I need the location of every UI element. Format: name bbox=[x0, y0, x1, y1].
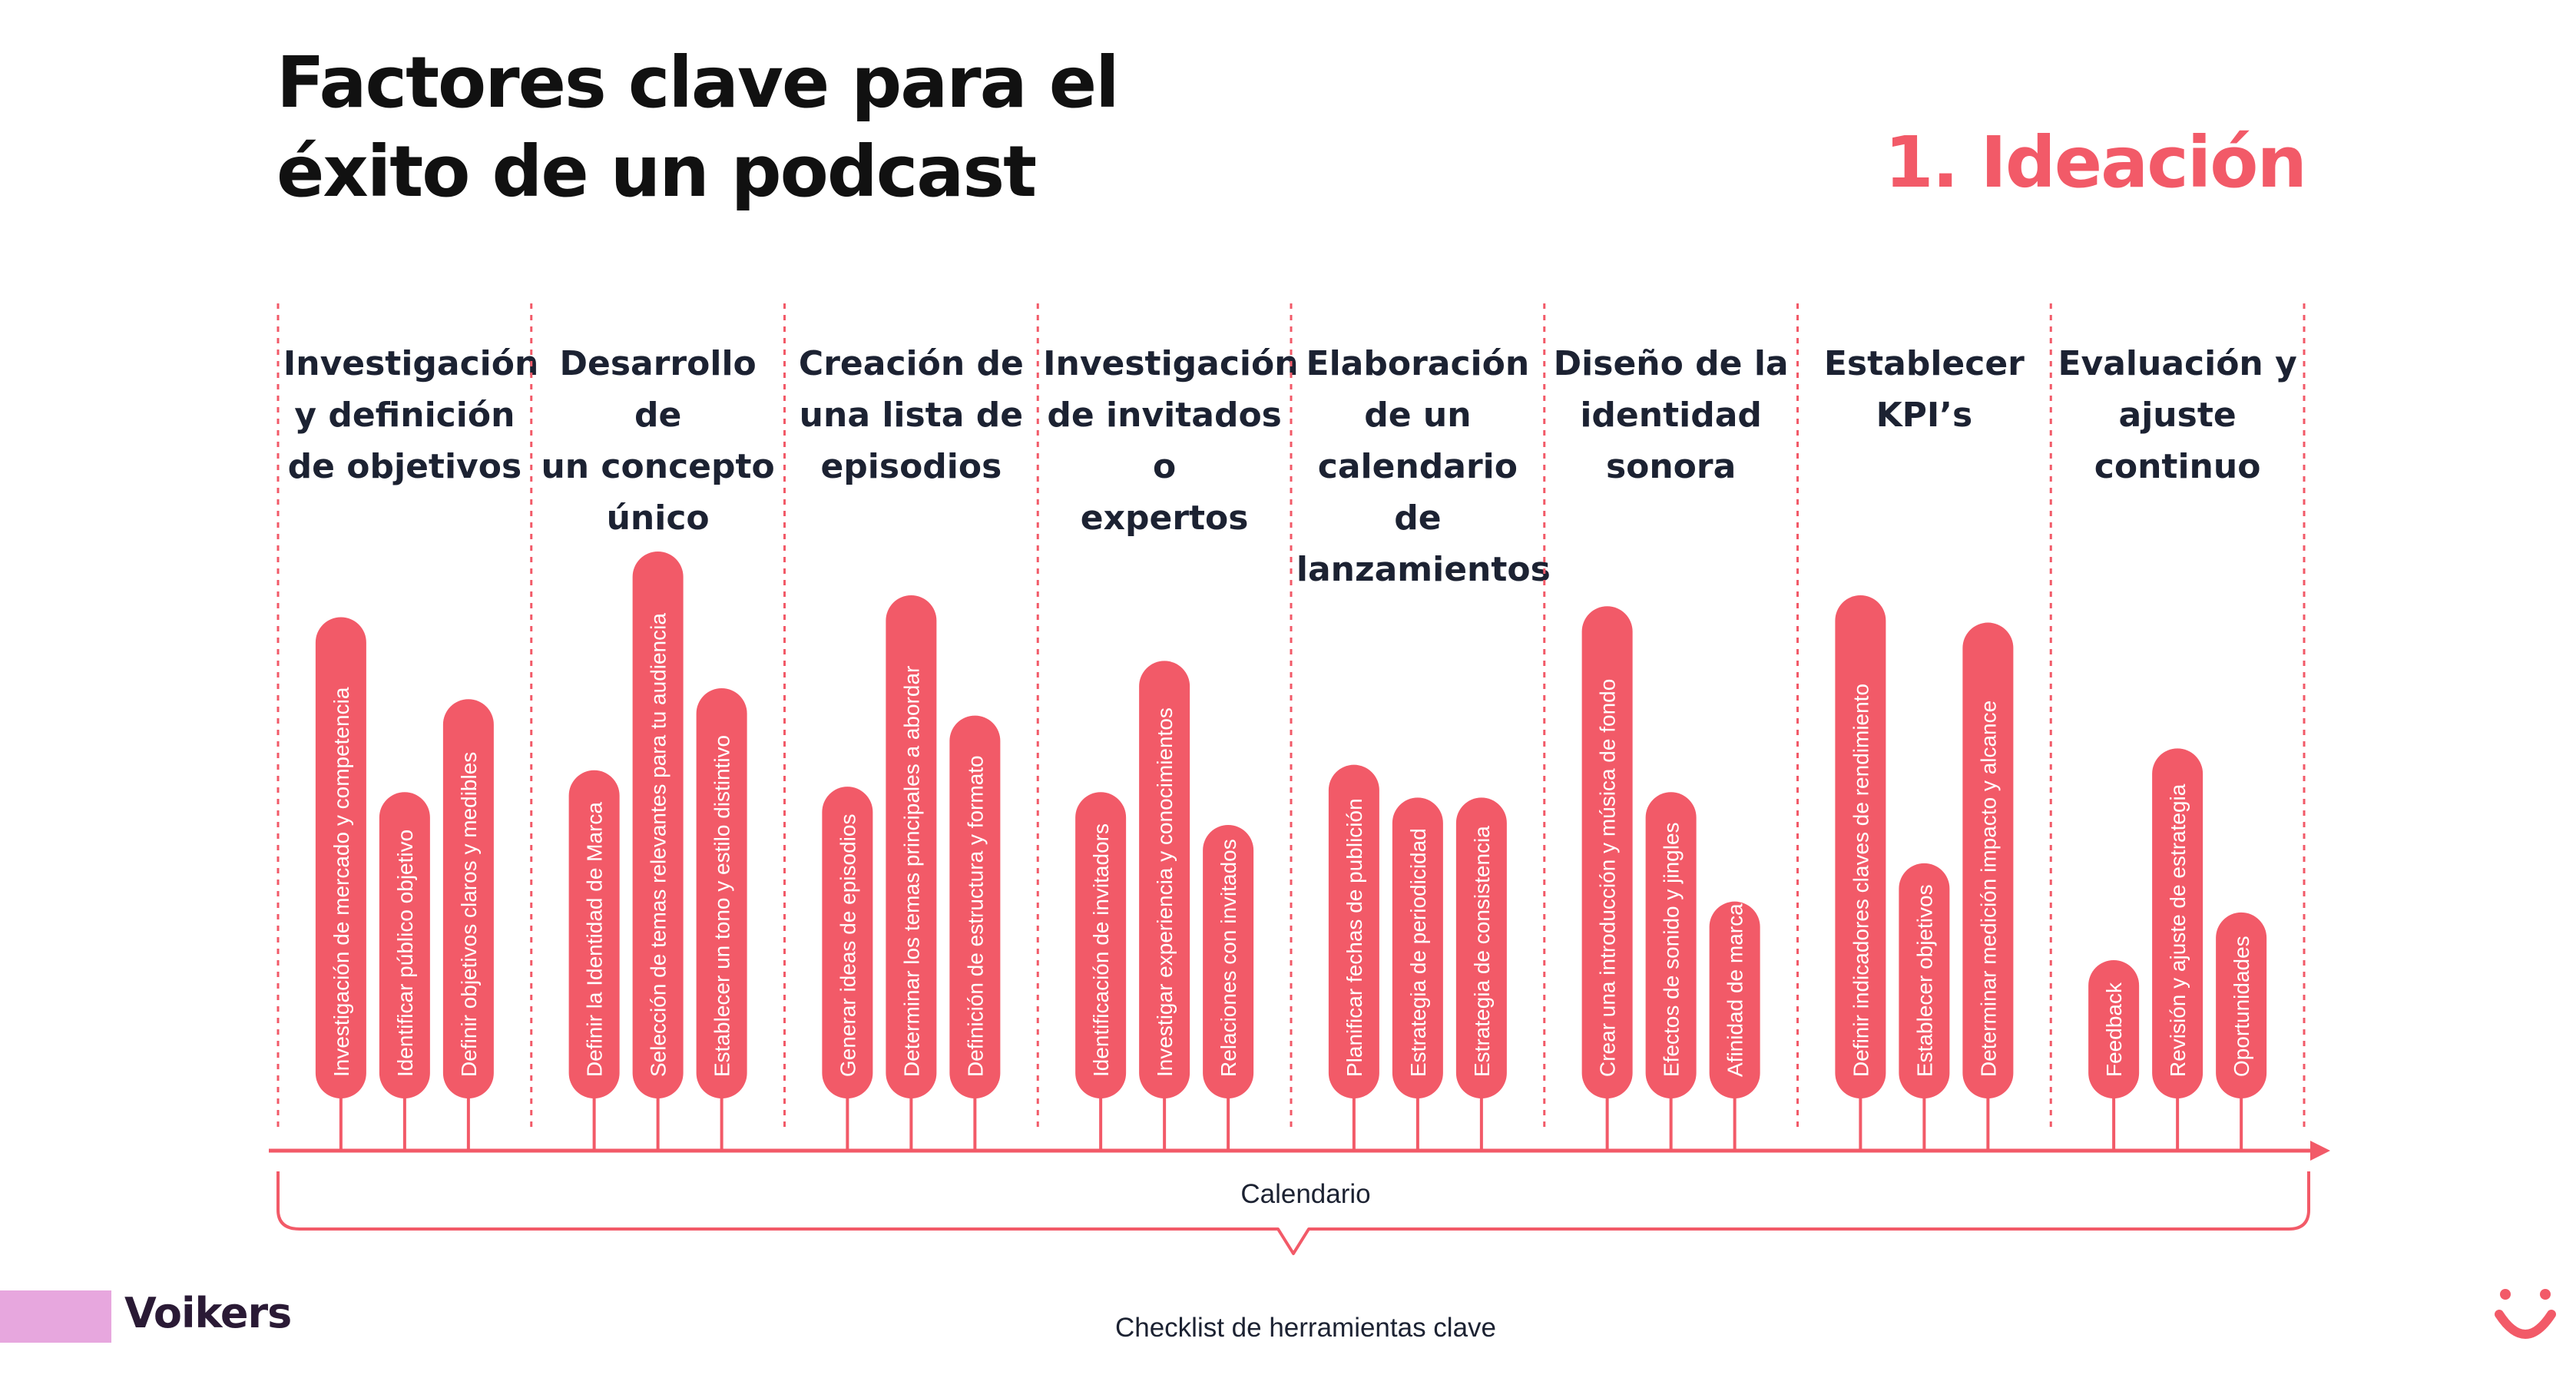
item-label: Definir la Identidad de Marca bbox=[583, 802, 607, 1077]
item-label: Oportunidades bbox=[2230, 936, 2253, 1077]
item-label: Investigación de mercado y competencia bbox=[329, 687, 353, 1077]
item-pill bbox=[2088, 960, 2140, 1098]
item-label: Estrategia de periodicidad bbox=[1406, 828, 1430, 1077]
item-pill bbox=[1645, 792, 1697, 1098]
column-title-line: Investigación bbox=[283, 344, 539, 383]
column-title-line: continuo bbox=[2094, 447, 2261, 486]
item-label: Definir objetivos claros y medibles bbox=[457, 752, 481, 1077]
item-pill bbox=[696, 688, 747, 1098]
item-label: Establecer un tono y estilo distintivo bbox=[710, 735, 734, 1077]
column-title-line: calendario de bbox=[1317, 447, 1518, 538]
column-title-line: Investigación bbox=[1043, 344, 1299, 383]
item-label: Identificación de invitadors bbox=[1089, 823, 1113, 1077]
item-pill bbox=[1581, 606, 1633, 1098]
column-title-line: Evaluación y bbox=[2058, 344, 2297, 383]
item-label: Afinidad de marca bbox=[1723, 903, 1747, 1077]
item-pill bbox=[1455, 797, 1507, 1098]
calendar-bracket bbox=[276, 1171, 2310, 1255]
title-line-1: Factores clave para el bbox=[276, 41, 1120, 124]
brand-bar bbox=[0, 1290, 111, 1343]
column-title: Evaluación y ajuste continuo bbox=[2056, 338, 2299, 492]
column-title-line: ajuste bbox=[2118, 396, 2237, 435]
item-pill bbox=[886, 595, 937, 1098]
column-title-line: único bbox=[606, 499, 710, 538]
item-label: Crear una introducción y música de fondo bbox=[1596, 679, 1620, 1077]
item-pill bbox=[1328, 764, 1379, 1098]
column-title-line: episodios bbox=[820, 447, 1002, 486]
column-title-line: Establecer bbox=[1823, 344, 2025, 383]
item-pill bbox=[379, 792, 430, 1098]
column-title-line: de objetivos bbox=[287, 447, 522, 486]
item-pill bbox=[2216, 912, 2267, 1098]
item-label: Estrategia de consistencia bbox=[1470, 826, 1494, 1077]
item-pill bbox=[1075, 792, 1127, 1098]
item-label: Definición de estructura y formato bbox=[963, 755, 987, 1077]
brand-logo: Voikers bbox=[124, 1289, 292, 1337]
title-line-2: éxito de un podcast bbox=[276, 131, 1037, 213]
column-title-line: expertos bbox=[1080, 499, 1249, 538]
item-label: Feedback bbox=[2102, 982, 2126, 1077]
item-pill bbox=[1709, 901, 1760, 1098]
column-title-line: KPI’s bbox=[1876, 396, 1973, 435]
column-title-line: Desarrollo de bbox=[559, 344, 757, 435]
column-title: Establecer KPI’s bbox=[1803, 338, 2045, 441]
column-title-line: lanzamientos bbox=[1296, 550, 1551, 589]
column-title-line: un concepto bbox=[541, 447, 775, 486]
item-label: Determinar los temas principales a abord… bbox=[899, 666, 923, 1077]
item-label: Planificar fechas de publición bbox=[1343, 798, 1366, 1077]
item-pill bbox=[822, 787, 873, 1098]
item-pill bbox=[1139, 661, 1190, 1098]
smile-logo-icon bbox=[2495, 1289, 2556, 1339]
item-label: Establecer objetivos bbox=[1912, 884, 1936, 1077]
item-label: Generar ideas de episodios bbox=[836, 814, 859, 1077]
column-title-line: Diseño de la bbox=[1553, 344, 1789, 383]
item-pill bbox=[1203, 825, 1254, 1098]
item-label: Investigar experiencia y conocimientos bbox=[1153, 707, 1177, 1077]
column-title-line: de invitados o bbox=[1047, 396, 1282, 486]
item-pill bbox=[568, 770, 620, 1098]
column-title: Creación de una lista de episodios bbox=[790, 338, 1032, 492]
item-label: Identificar público objetivo bbox=[393, 830, 417, 1077]
column-title-line: una lista de bbox=[799, 396, 1024, 435]
item-pill bbox=[632, 552, 684, 1098]
checklist-label: Checklist de herramientas clave bbox=[1114, 1313, 1497, 1343]
item-label: Efectos de sonido y jingles bbox=[1660, 822, 1684, 1077]
phase-heading: 1. Ideación bbox=[1884, 121, 2307, 204]
column-title: Elaboración de un calendario de lanzamiento… bbox=[1296, 338, 1551, 595]
column-title: Investigación de invitados o expertos bbox=[1043, 338, 1299, 544]
item-label: Selección de temas relevantes para tu au… bbox=[647, 613, 670, 1077]
column-title: Desarrollo de un concepto único bbox=[537, 338, 780, 544]
item-pill bbox=[1962, 622, 2014, 1098]
page-title: Factores clave para el éxito de un podca… bbox=[276, 38, 1429, 217]
column-title: Investigación y definición de objetivos bbox=[283, 338, 539, 492]
item-pill bbox=[1392, 797, 1443, 1098]
column-title-line: de un bbox=[1364, 396, 1472, 435]
item-label: Revisión y ajuste de estrategia bbox=[2166, 783, 2190, 1077]
item-pill bbox=[949, 715, 1001, 1098]
calendar-label: Calendario bbox=[1240, 1179, 1371, 1209]
item-label: Relaciones con invitados bbox=[1217, 839, 1240, 1077]
column-title-line: identidad bbox=[1580, 396, 1762, 435]
item-pill bbox=[442, 699, 494, 1098]
column-title-line: Creación de bbox=[798, 344, 1024, 383]
column-title-line: y definición bbox=[294, 396, 515, 435]
column-title-line: Elaboración bbox=[1306, 344, 1530, 383]
item-label: Definir indicadores claves de rendimient… bbox=[1849, 684, 1872, 1077]
column-title: Diseño de la identidad sonora bbox=[1550, 338, 1793, 492]
item-pill bbox=[2152, 748, 2204, 1098]
item-label: Determinar medición impacto y alcance bbox=[1976, 701, 2000, 1077]
item-pill bbox=[315, 617, 366, 1098]
timeline-arrowhead-icon bbox=[2310, 1141, 2330, 1161]
column-title-line: sonora bbox=[1605, 447, 1737, 486]
item-pill bbox=[1899, 863, 1950, 1098]
item-pill bbox=[1835, 595, 1886, 1098]
